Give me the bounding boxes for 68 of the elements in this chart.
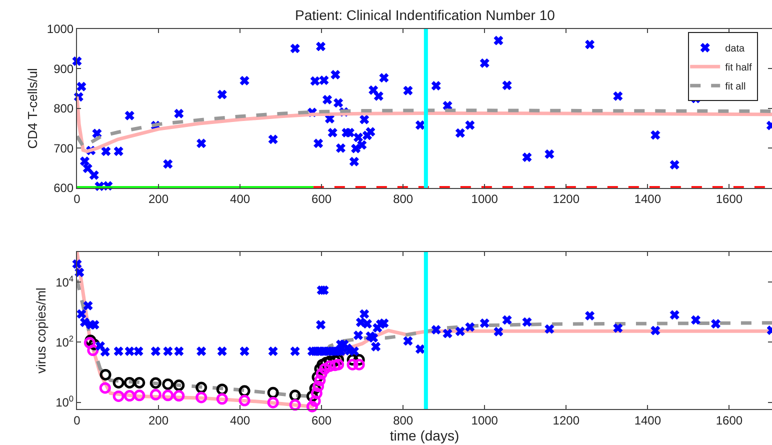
point: [316, 368, 328, 380]
x-tick-label: 400: [230, 192, 250, 206]
point: [124, 390, 136, 402]
x-tick-label: 1000: [471, 192, 498, 206]
point: [87, 344, 99, 356]
y-tick-label: 700: [54, 141, 74, 156]
x-tick-label: 1600: [716, 413, 743, 428]
point: [150, 388, 162, 400]
point: [112, 376, 124, 388]
point: [332, 358, 344, 370]
point: [306, 400, 318, 412]
point: [84, 337, 96, 349]
x-tick-label: 600: [312, 413, 332, 428]
point: [162, 378, 174, 390]
point: [112, 390, 124, 402]
point: [196, 392, 208, 404]
x-tick-label: 600: [312, 192, 332, 206]
point: [99, 382, 111, 394]
legend-label: fit all: [725, 82, 746, 93]
x-tick-label: 400: [230, 413, 250, 428]
x-tick-label: 200: [148, 192, 169, 206]
x-tick-label: 1200: [552, 413, 580, 428]
legend-label: data: [725, 44, 745, 55]
point: [346, 358, 358, 370]
x-tick-label: 1600: [716, 192, 743, 206]
point: [134, 376, 146, 388]
x-tick-label: 800: [393, 192, 414, 206]
y-tick-label: 10$^{2}$: [56, 333, 74, 350]
chart-title: Patient: Clinical Indentification Number 10: [295, 7, 556, 23]
y-tick-label: 900: [54, 62, 74, 76]
point: [267, 396, 279, 408]
point: [329, 360, 341, 372]
point: [124, 376, 136, 388]
y-tick-label: 1000: [46, 22, 74, 36]
point: [267, 386, 279, 398]
y-axis-title: virus copies/ml: [34, 287, 49, 374]
point: [312, 380, 324, 392]
point: [309, 395, 321, 407]
x-tick-label: 0: [74, 192, 81, 206]
y-tick-label: 800: [54, 102, 74, 116]
y-tick-label: 600: [54, 181, 74, 196]
x-tick-label: 800: [393, 413, 414, 428]
point: [173, 390, 185, 402]
point: [162, 390, 174, 402]
x-tick-label: 0: [74, 413, 81, 428]
x-axis-title: time (days): [390, 427, 460, 444]
point: [314, 374, 326, 386]
point: [353, 358, 365, 370]
y-tick-label: 10$^{0}$: [56, 393, 74, 410]
x-tick-label: 200: [148, 413, 169, 428]
y-tick-label: 10$^{4}$: [56, 273, 74, 290]
point: [319, 363, 331, 375]
y-axis-title: CD4 T-cells/ul: [24, 68, 40, 149]
point: [150, 377, 162, 389]
point: [216, 393, 228, 405]
point: [238, 394, 250, 406]
line-series: [77, 108, 772, 148]
point: [173, 380, 185, 392]
x-tick-label: 1400: [634, 413, 662, 428]
point: [134, 390, 146, 402]
point: [289, 399, 301, 411]
x-tick-label: 1200: [552, 192, 580, 206]
x-tick-label: 1000: [471, 413, 498, 428]
x-tick-label: 1400: [634, 192, 662, 206]
point: [196, 382, 208, 394]
legend-label: fit half: [725, 62, 752, 74]
point: [310, 388, 322, 400]
point: [100, 368, 112, 380]
